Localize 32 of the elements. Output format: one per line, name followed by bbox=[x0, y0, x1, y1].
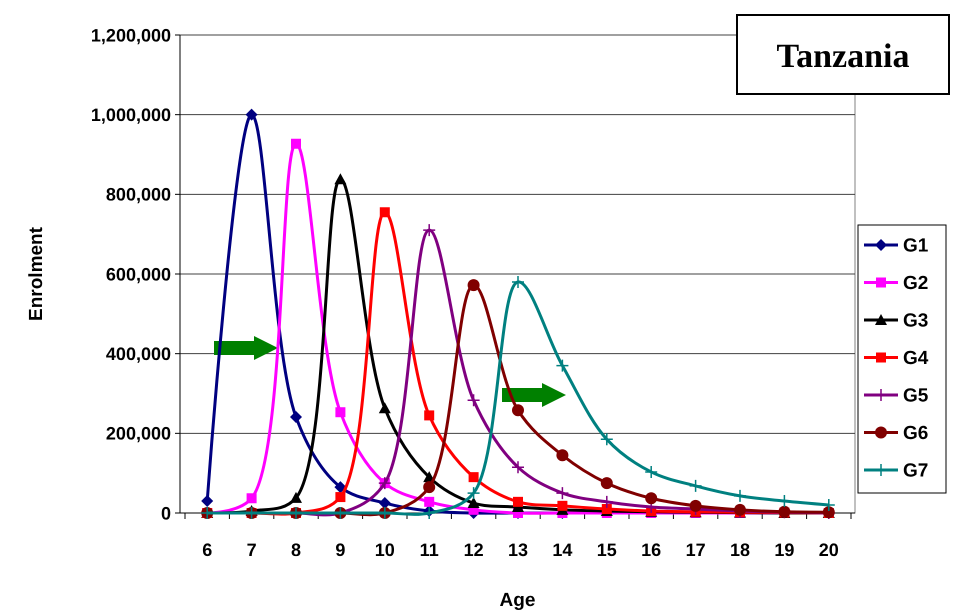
x-tick-label: 18 bbox=[730, 540, 750, 560]
x-tick-label: 11 bbox=[420, 540, 439, 560]
y-tick-label: 800,000 bbox=[106, 184, 171, 205]
x-tick-label: 20 bbox=[818, 540, 839, 560]
x-tick-label: 12 bbox=[464, 540, 484, 560]
y-tick-label: 1,000,000 bbox=[90, 104, 171, 125]
x-tick-label: 14 bbox=[552, 540, 572, 560]
y-tick-label: 1,200,000 bbox=[90, 25, 171, 46]
x-tick-label: 9 bbox=[335, 540, 346, 560]
legend-label: G5 bbox=[903, 386, 929, 407]
legend-label: G3 bbox=[903, 310, 928, 332]
x-tick-label: 17 bbox=[686, 540, 706, 560]
y-axis-title: Enrolment bbox=[26, 226, 47, 321]
x-tick-label: 16 bbox=[641, 540, 662, 560]
x-tick-label: 15 bbox=[596, 540, 617, 560]
legend-label: G2 bbox=[903, 273, 928, 294]
x-tick-label: 10 bbox=[374, 540, 395, 560]
y-tick-label: 400,000 bbox=[106, 344, 171, 364]
x-tick-label: 7 bbox=[246, 540, 257, 560]
x-tick-label: 19 bbox=[774, 540, 794, 560]
legend-label: G1 bbox=[903, 236, 929, 257]
x-tick-label: 13 bbox=[508, 540, 528, 560]
y-tick-label: 600,000 bbox=[106, 264, 171, 284]
legend-label: G7 bbox=[903, 460, 928, 482]
legend-label: G6 bbox=[903, 423, 928, 444]
chart-title: Tanzania bbox=[776, 38, 910, 75]
legend-label: G4 bbox=[903, 348, 929, 370]
y-tick-label: 200,000 bbox=[106, 424, 171, 444]
y-tick-label: 0 bbox=[160, 503, 171, 524]
x-tick-label: 8 bbox=[290, 540, 302, 560]
x-tick-label: 6 bbox=[202, 540, 212, 560]
x-axis-title: Age bbox=[500, 590, 536, 611]
